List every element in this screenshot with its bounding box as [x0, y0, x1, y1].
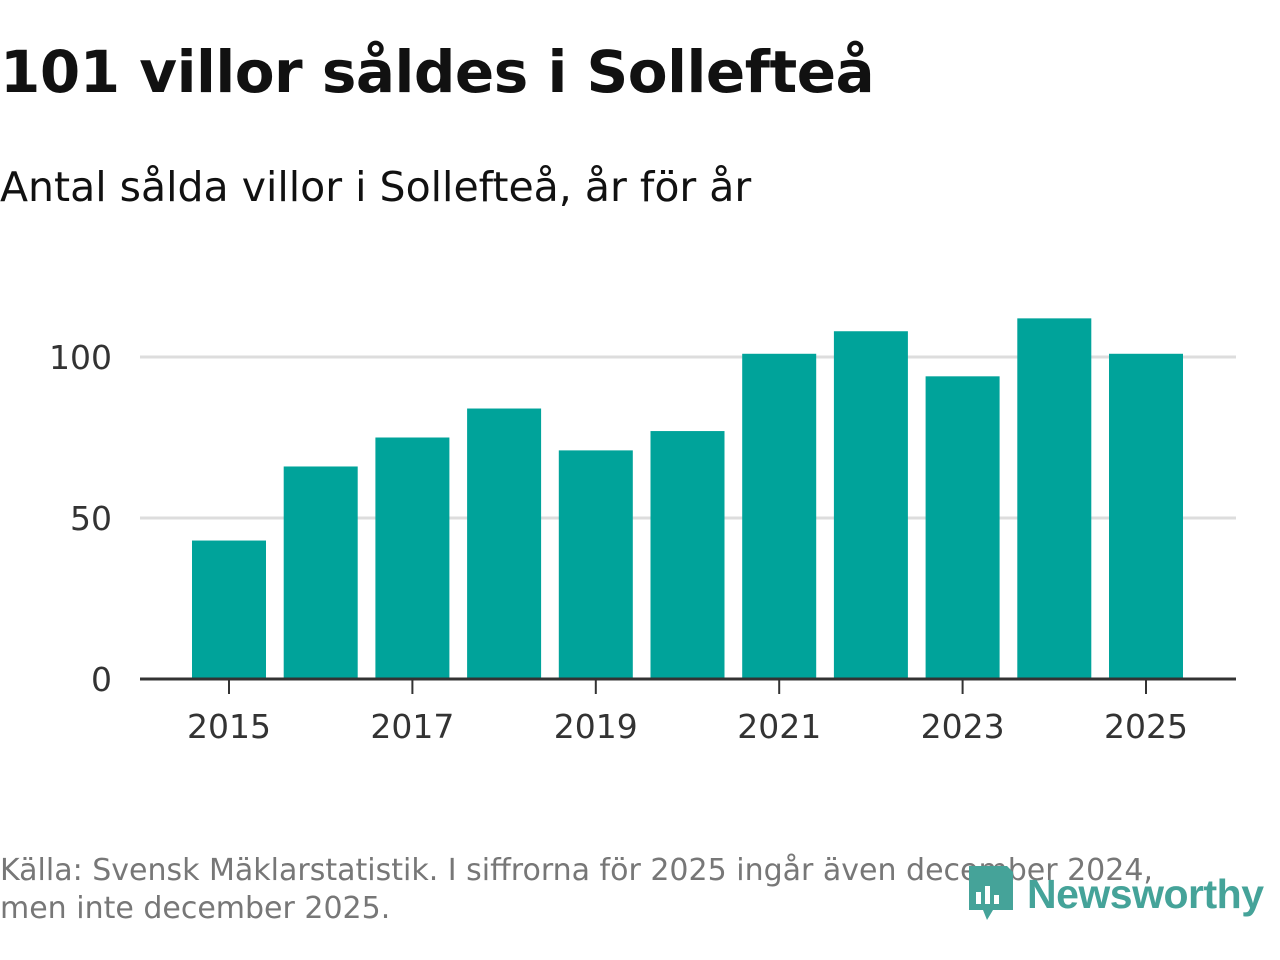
x-tick-label-2023: 2023: [921, 707, 1005, 746]
newsworthy-logo: Newsworthy: [963, 862, 1264, 926]
x-tick-label-2017: 2017: [370, 707, 454, 746]
x-tick-label-2021: 2021: [737, 707, 821, 746]
logo-text: Newsworthy: [1027, 870, 1264, 917]
y-tick-label-0: 0: [91, 660, 112, 699]
bar-2016: [283, 466, 358, 679]
source-note: Källa: Svensk Mäklarstatistik. I siffror…: [0, 853, 1153, 926]
y-tick-label-100: 100: [49, 338, 112, 377]
newsworthy-logo-icon: [969, 866, 1013, 920]
chart-subtitle: Antal sålda villor i Sollefteå, år för å…: [0, 163, 752, 211]
bar-2024: [1017, 318, 1092, 679]
axes: 0 50 100 2015 2017 2019 2021 2023 2025: [49, 338, 1236, 746]
y-tick-label-50: 50: [70, 499, 112, 538]
bar-2018: [467, 408, 542, 679]
bars: [192, 318, 1183, 679]
bar-2023: [925, 376, 1000, 679]
bar-2015: [192, 540, 266, 679]
bar-2017: [375, 437, 450, 679]
bar-chart: 0 50 100 2015 2017 2019 2021 2023 2025: [49, 318, 1236, 746]
bar-2020: [650, 431, 725, 679]
bar-2025: [1109, 353, 1183, 679]
x-tick-label-2019: 2019: [554, 707, 638, 746]
bar-2021: [742, 353, 817, 679]
chart-title: 101 villor såldes i Sollefteå: [0, 38, 875, 106]
x-tick-label-2025: 2025: [1104, 707, 1188, 746]
bar-2022: [833, 331, 908, 679]
x-tick-label-2015: 2015: [187, 707, 271, 746]
bar-2019: [558, 450, 633, 679]
